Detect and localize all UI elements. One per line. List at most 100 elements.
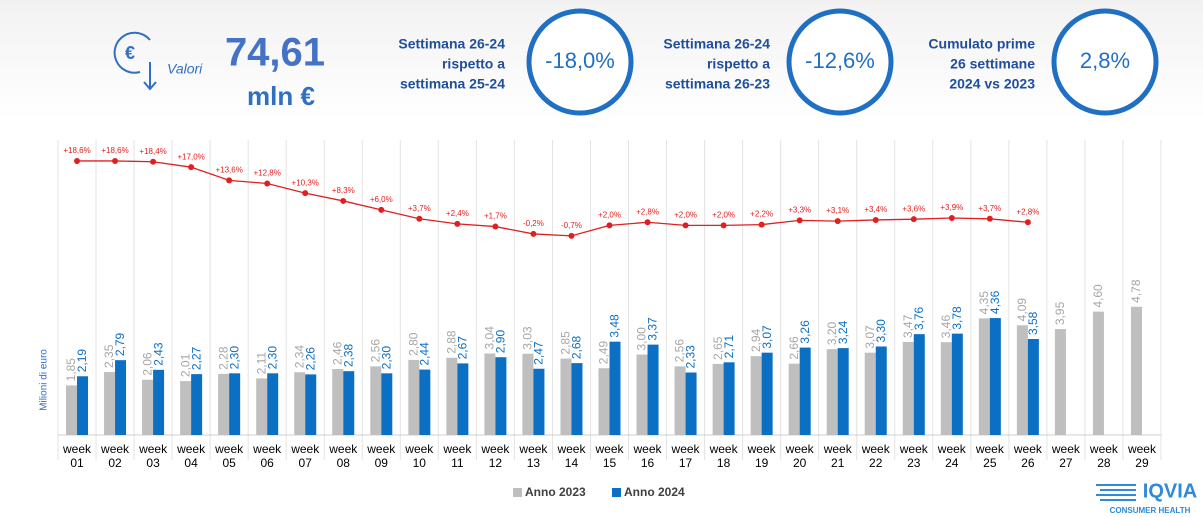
growth-point xyxy=(1024,219,1031,226)
y-axis-label: Milioni di euro xyxy=(39,349,50,411)
bar xyxy=(533,368,545,435)
bar-value-label: 3,47 xyxy=(901,314,915,338)
x-tick-label: week 05 xyxy=(215,442,244,470)
bar xyxy=(180,381,192,435)
growth-label: +2,4% xyxy=(446,209,469,218)
logo-mark xyxy=(1096,484,1136,501)
kpi-label: Settimana 26-24 xyxy=(663,36,770,52)
bar xyxy=(598,368,610,435)
bar xyxy=(674,366,686,435)
bar xyxy=(750,356,762,435)
bar-value-label: 2,38 xyxy=(341,343,355,367)
bar xyxy=(902,341,914,435)
bar xyxy=(77,376,89,435)
growth-line xyxy=(77,160,1028,237)
bar xyxy=(1092,311,1104,435)
x-tick-label: week 16 xyxy=(633,442,662,470)
bar-value-label: 2,49 xyxy=(597,341,611,365)
bar-value-label: 1,85 xyxy=(64,358,78,382)
growth-label: +18,4% xyxy=(139,147,166,156)
growth-point xyxy=(302,190,309,197)
bar xyxy=(267,373,279,435)
growth-label: +8,3% xyxy=(332,186,355,195)
growth-point xyxy=(416,215,423,222)
bar xyxy=(940,342,952,435)
bar xyxy=(153,369,165,435)
x-tick-label: week 15 xyxy=(595,442,624,470)
bar xyxy=(142,379,154,435)
growth-label: -0,2% xyxy=(523,219,544,228)
bar xyxy=(256,378,268,435)
growth-label: +12,8% xyxy=(254,169,281,178)
bar xyxy=(229,373,241,435)
bar xyxy=(788,363,800,435)
euro-icon xyxy=(113,31,157,91)
bar xyxy=(571,363,583,435)
growth-label: +6,0% xyxy=(370,195,393,204)
bar-value-label: 4,78 xyxy=(1129,279,1143,303)
x-tick-label: week 18 xyxy=(709,442,738,470)
bar-value-label: 3,76 xyxy=(912,306,926,330)
bar-value-label: 3,95 xyxy=(1053,301,1067,325)
x-tick-label: week 27 xyxy=(1051,442,1080,470)
x-tick-label: week 13 xyxy=(519,442,548,470)
bar-value-label: 2,67 xyxy=(456,336,470,360)
growth-point xyxy=(150,158,157,165)
bar xyxy=(419,369,431,435)
growth-point xyxy=(492,223,499,230)
growth-point xyxy=(948,215,955,222)
growth-label: +2,2% xyxy=(750,210,773,219)
kpi-label: Cumulato prime xyxy=(928,36,1035,52)
growth-point xyxy=(606,222,613,229)
bar-value-label: 2,44 xyxy=(417,342,431,366)
bar-value-label: 2,30 xyxy=(265,346,279,370)
x-tick-label: week 29 xyxy=(1127,442,1156,470)
growth-label: +2,8% xyxy=(1016,207,1039,216)
bar-value-label: 4,60 xyxy=(1091,284,1105,308)
x-tick-label: week 11 xyxy=(443,442,472,470)
bar xyxy=(484,353,496,435)
bar xyxy=(446,357,458,435)
bar-value-label: 2,46 xyxy=(330,341,344,365)
bar xyxy=(647,344,659,435)
bar xyxy=(826,349,838,435)
bar-value-label: 2,85 xyxy=(559,331,573,355)
bar-value-label: 2,01 xyxy=(178,353,192,377)
bar xyxy=(1130,306,1142,435)
bar-value-label: 2,19 xyxy=(75,349,89,373)
bar-value-label: 2,26 xyxy=(303,347,317,371)
bar xyxy=(343,371,355,435)
bar-value-label: 2,90 xyxy=(494,330,508,354)
bar xyxy=(875,346,887,435)
legend-label: Anno 2023 xyxy=(525,485,586,499)
kpi-value: -12,6% xyxy=(805,48,875,73)
growth-label: +2,0% xyxy=(598,211,621,220)
bar-value-label: 2,80 xyxy=(406,332,420,356)
bar-value-label: 2,71 xyxy=(722,335,736,359)
bar xyxy=(381,373,393,435)
x-tick-label: week 14 xyxy=(557,442,586,470)
bar xyxy=(408,359,420,435)
bar xyxy=(723,362,735,435)
kpi-circle xyxy=(1051,8,1159,116)
growth-point xyxy=(872,216,879,223)
growth-label: +10,3% xyxy=(292,178,319,187)
bar-value-label: 3,30 xyxy=(874,319,888,343)
bar-value-label: 2,34 xyxy=(292,345,306,369)
bar xyxy=(218,373,230,435)
bar-value-label: 3,00 xyxy=(635,327,649,351)
x-tick-label: week 03 xyxy=(139,442,168,470)
growth-point xyxy=(74,157,81,164)
bar-value-label: 4,09 xyxy=(1015,298,1029,322)
bar xyxy=(712,363,724,435)
bar-value-label: 3,03 xyxy=(521,326,535,350)
bar-value-label: 3,37 xyxy=(646,317,660,341)
bar xyxy=(837,348,849,435)
bar xyxy=(332,369,344,435)
kpi-label: rispetto a xyxy=(442,56,505,72)
bar-value-label: 3,04 xyxy=(483,326,497,350)
bar-value-label: 2,88 xyxy=(445,330,459,354)
bar xyxy=(913,334,925,435)
growth-point xyxy=(340,197,347,204)
x-tick-label: week 20 xyxy=(785,442,814,470)
